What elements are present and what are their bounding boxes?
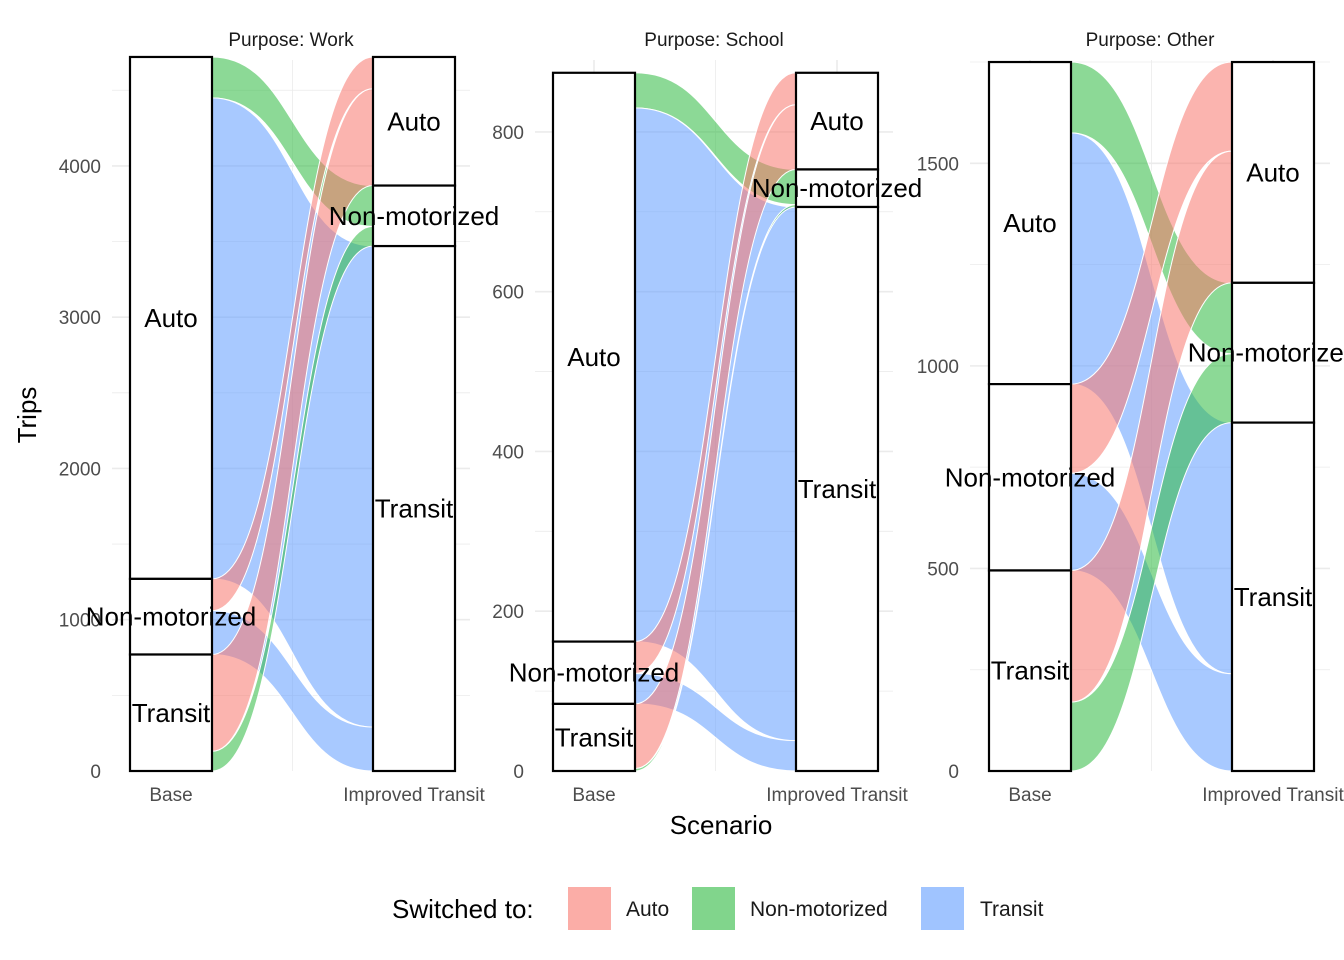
legend-label-auto: Auto [626,898,669,921]
stratum-transit [371,244,457,773]
x-tick-label: Base [149,785,192,806]
panel-purpose-work: Purpose: Work 0 1000 2000 3000 4000 Auto Non-mo… [59,30,500,806]
stratum-label-auto: Auto [1003,208,1057,238]
stratum-transit [987,569,1073,773]
stratum-label-transit: Transit [1234,582,1313,612]
y-tick-label: 200 [492,602,524,623]
y-tick-label: 1000 [917,357,959,378]
stratum-transit [551,702,637,773]
strata-improved-transit: Auto Non-motorized Transit [1188,60,1344,773]
stratum-non-motorized [794,168,880,209]
stratum-label-transit: Transit [798,474,877,504]
stratum-label-non-motorized: Non-motorized [86,602,257,632]
panel-purpose-other: Purpose: Other 0 500 1000 1500 Auto Non-motori… [917,30,1344,806]
stratum-non-motorized [128,577,214,656]
x-tick-label: Base [1008,785,1051,806]
y-tick-label: 600 [492,283,524,304]
stratum-auto [551,71,637,643]
legend-title: Switched to: [392,894,534,924]
strata-base: Auto Non-motorized Transit [509,71,680,773]
stratum-label-auto: Auto [1246,157,1300,187]
y-tick-label: 3000 [59,308,101,329]
stratum-label-transit: Transit [991,656,1070,686]
y-tick-label: 1000 [59,611,101,632]
stratum-label-non-motorized: Non-motorized [329,201,500,231]
panel-strip-title: Purpose: School [644,30,783,51]
stratum-label-auto: Auto [567,342,621,372]
panel-purpose-school: Purpose: School 0 200 400 600 800 Auto Non-moto… [492,30,922,806]
y-tick-label: 800 [492,123,524,144]
stratum-label-transit: Transit [375,494,454,524]
legend-swatch-non-motorized [692,887,735,930]
strata-improved-transit: Auto Non-motorized Transit [329,55,500,773]
panel-strip-title: Purpose: Other [1086,30,1216,51]
y-tick-label: 4000 [59,157,101,178]
stratum-label-transit: Transit [555,722,634,752]
legend-swatch-auto [568,887,611,930]
y-tick-label: 0 [90,762,101,783]
stratum-transit [1230,421,1316,773]
y-tick-label: 400 [492,442,524,463]
y-tick-label: 1500 [917,154,959,175]
stratum-non-motorized [551,640,637,705]
stratum-auto [794,71,880,171]
x-tick-label: Improved Transit [343,785,485,806]
stratum-auto [128,55,214,580]
stratum-label-auto: Auto [387,106,441,136]
legend-swatch-transit [921,887,964,930]
y-tick-label: 2000 [59,459,101,480]
y-axis-title: Trips [12,387,42,444]
legend-label-transit: Transit [980,898,1044,921]
strata-improved-transit: Auto Non-motorized Transit [752,71,923,773]
stratum-label-non-motorized: Non-motorized [752,173,923,203]
stratum-label-transit: Transit [132,698,211,728]
stratum-non-motorized [371,184,457,248]
legend: Switched to: Auto Non-motorized Transit [392,887,1044,930]
flows [211,56,374,772]
stratum-auto [987,60,1073,386]
stratum-label-auto: Auto [810,106,864,136]
stratum-label-auto: Auto [144,303,198,333]
stratum-label-non-motorized: Non-motorized [945,462,1116,492]
stratum-label-non-motorized: Non-motorized [509,658,680,688]
y-tick-label: 0 [513,762,524,783]
stratum-transit [128,653,214,773]
strata-base: Auto Non-motorized Transit [945,60,1116,773]
stratum-label-non-motorized: Non-motorized [1188,338,1344,368]
x-axis-title: Scenario [670,810,773,840]
x-tick-label: Base [572,785,615,806]
x-tick-label: Improved Transit [1202,785,1344,806]
strata-base: Auto Non-motorized Transit [86,55,257,773]
y-tick-label: 500 [927,559,959,580]
legend-label-non-motorized: Non-motorized [750,898,888,921]
panel-strip-title: Purpose: Work [228,30,354,51]
y-tick-label: 0 [948,762,959,783]
flows [1070,61,1233,772]
stratum-transit [794,205,880,773]
x-tick-label: Improved Transit [766,785,908,806]
